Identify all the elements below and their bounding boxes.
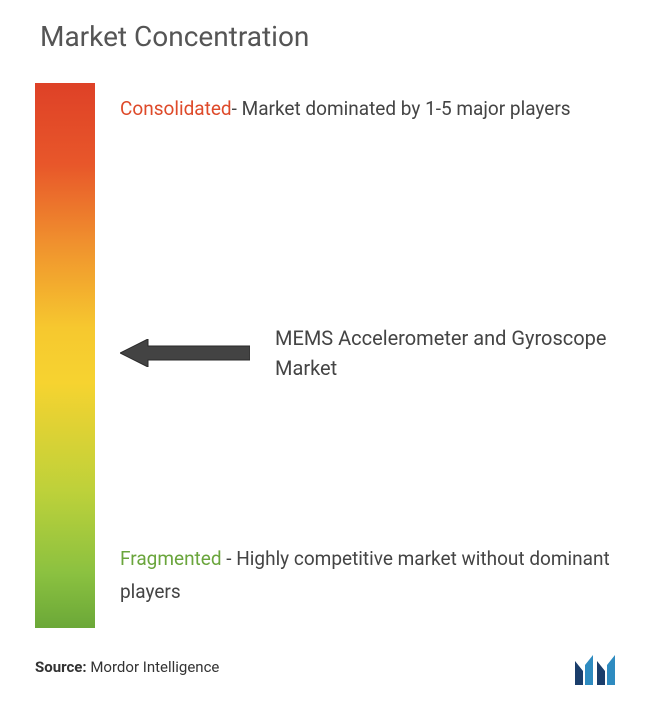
content-area: Consolidated- Market dominated by 1-5 ma…: [35, 83, 630, 628]
consolidated-label: Consolidated- Market dominated by 1-5 ma…: [120, 93, 571, 125]
source-prefix: Source:: [35, 658, 87, 676]
consolidated-description: - Market dominated by 1-5 major players: [232, 97, 571, 120]
concentration-gradient-bar: [35, 83, 95, 628]
consolidated-highlight: Consolidated: [120, 97, 232, 120]
fragmented-label: Fragmented - Highly competitive market w…: [120, 543, 630, 608]
market-name-label: MEMS Accelerometer and Gyroscope Market: [275, 323, 630, 383]
market-indicator: MEMS Accelerometer and Gyroscope Market: [120, 323, 630, 383]
arrow-left-icon: [120, 339, 250, 367]
page-title: Market Concentration: [40, 20, 630, 53]
labels-column: Consolidated- Market dominated by 1-5 ma…: [120, 83, 630, 628]
source-attribution: Source: Mordor Intelligence: [35, 658, 630, 676]
source-name: Mordor Intelligence: [87, 658, 220, 676]
mordor-logo-icon: [573, 653, 628, 688]
fragmented-highlight: Fragmented: [120, 547, 222, 570]
